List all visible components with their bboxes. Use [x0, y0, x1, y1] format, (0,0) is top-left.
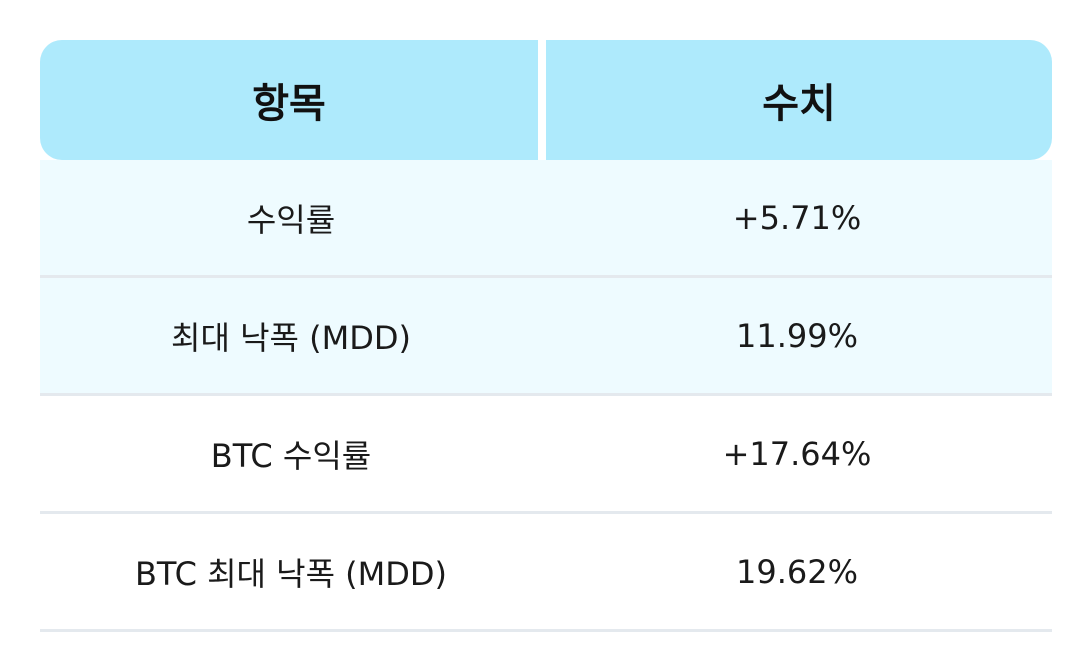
row-value: 11.99% [735, 316, 858, 355]
table-row-return: 수익률 +5.71% [40, 160, 1052, 278]
table-header: 항목 수치 [40, 40, 1052, 160]
stats-table: 항목 수치 수익률 +5.71% 최대 낙폭 (MDD) 11.99% BTC … [40, 40, 1052, 632]
row-value: +17.64% [722, 434, 872, 473]
row-label: 최대 낙폭 (MDD) [171, 318, 411, 357]
row-label: BTC 최대 낙폭 (MDD) [134, 554, 448, 593]
row-value: +5.71% [732, 198, 862, 237]
header-value: 수치 [546, 40, 1052, 160]
row-label: 수익률 [246, 200, 336, 239]
row-value: 19.62% [735, 552, 858, 591]
row-label: BTC 수익률 [210, 436, 372, 475]
table-row-mdd: 최대 낙폭 (MDD) 11.99% [40, 278, 1052, 396]
table-row-btc-mdd: BTC 최대 낙폭 (MDD) 19.62% [40, 514, 1052, 632]
table-row-btc-return: BTC 수익률 +17.64% [40, 396, 1052, 514]
header-item: 항목 [40, 40, 538, 160]
